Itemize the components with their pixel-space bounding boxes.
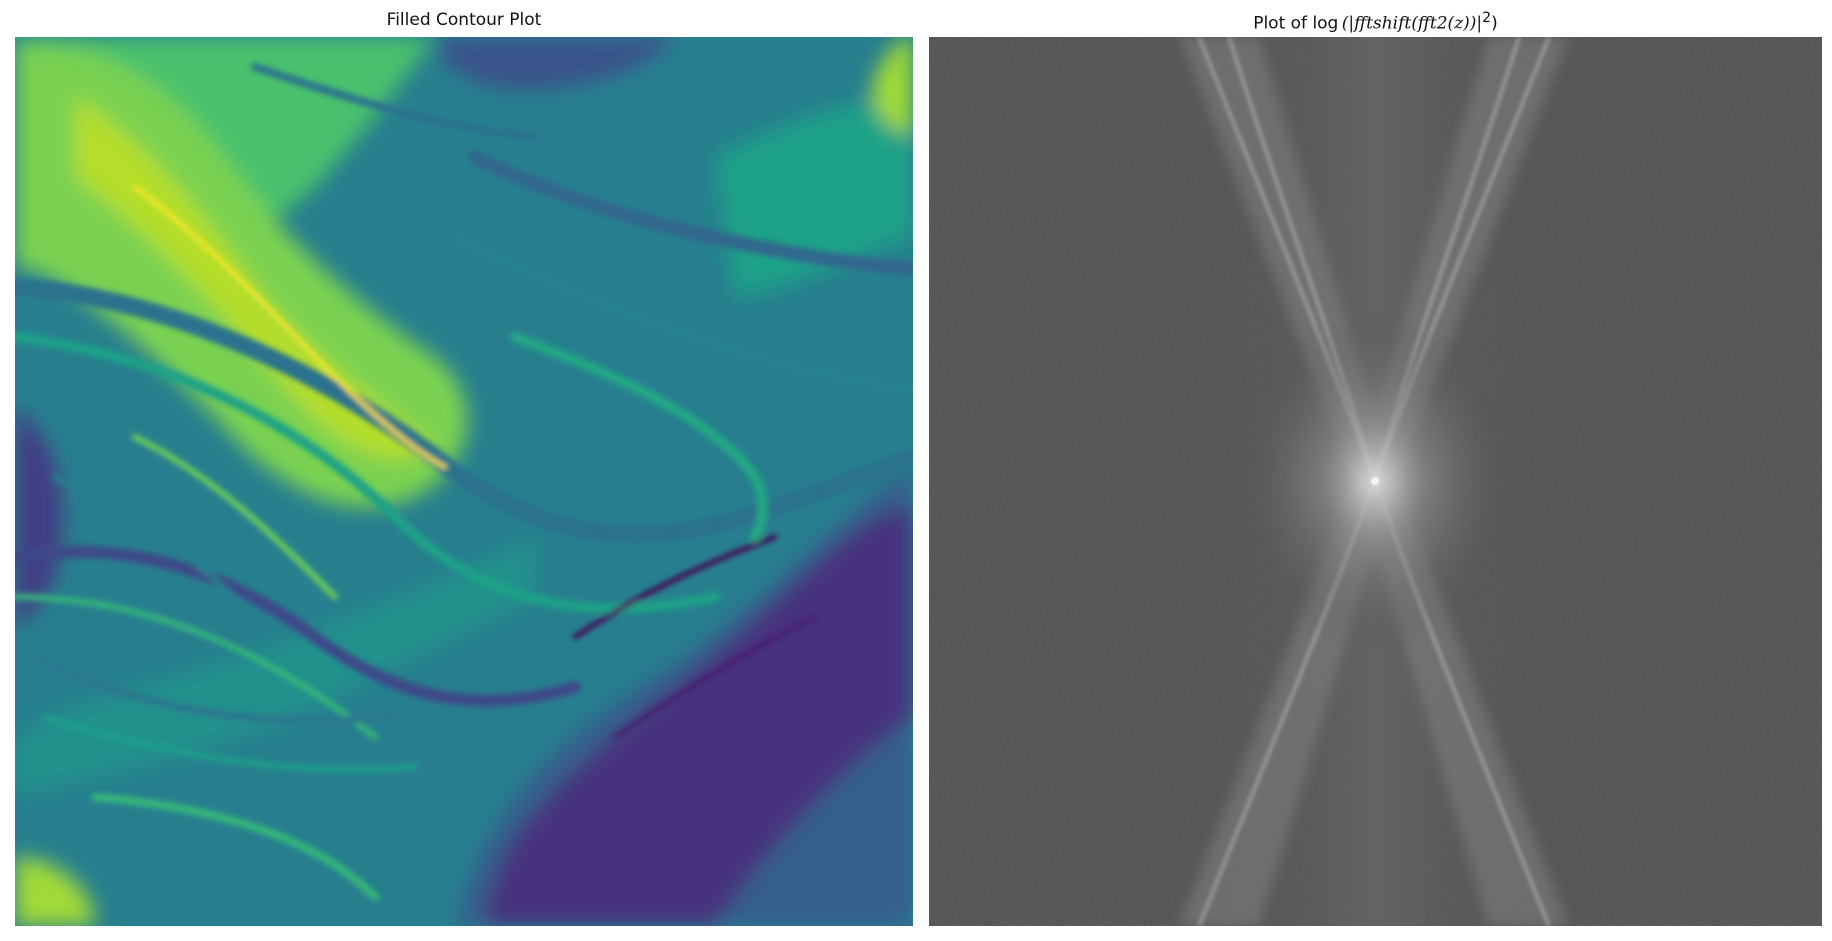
- spectrum-plot-title: Plot of log (|fftshift(fft2(z))|2): [929, 10, 1822, 34]
- spectrum-title-math: (|fftshift(fft2(z))|: [1341, 13, 1483, 34]
- contour-plot-panel: [15, 37, 913, 926]
- contour-plot-title: Filled Contour Plot: [386, 10, 542, 30]
- spectrum-dc-peak: [1371, 477, 1379, 485]
- contour-plot-image: [15, 37, 913, 926]
- spectrum-title-prefix: Plot of log: [1253, 13, 1339, 34]
- contour-filaments: [15, 63, 913, 901]
- spectrum-plot-panel: [929, 37, 1822, 926]
- spectrum-title-close: ): [1491, 13, 1498, 34]
- spectrum-plot-image: [929, 37, 1822, 926]
- spectrum-title-exponent: 2: [1482, 10, 1492, 26]
